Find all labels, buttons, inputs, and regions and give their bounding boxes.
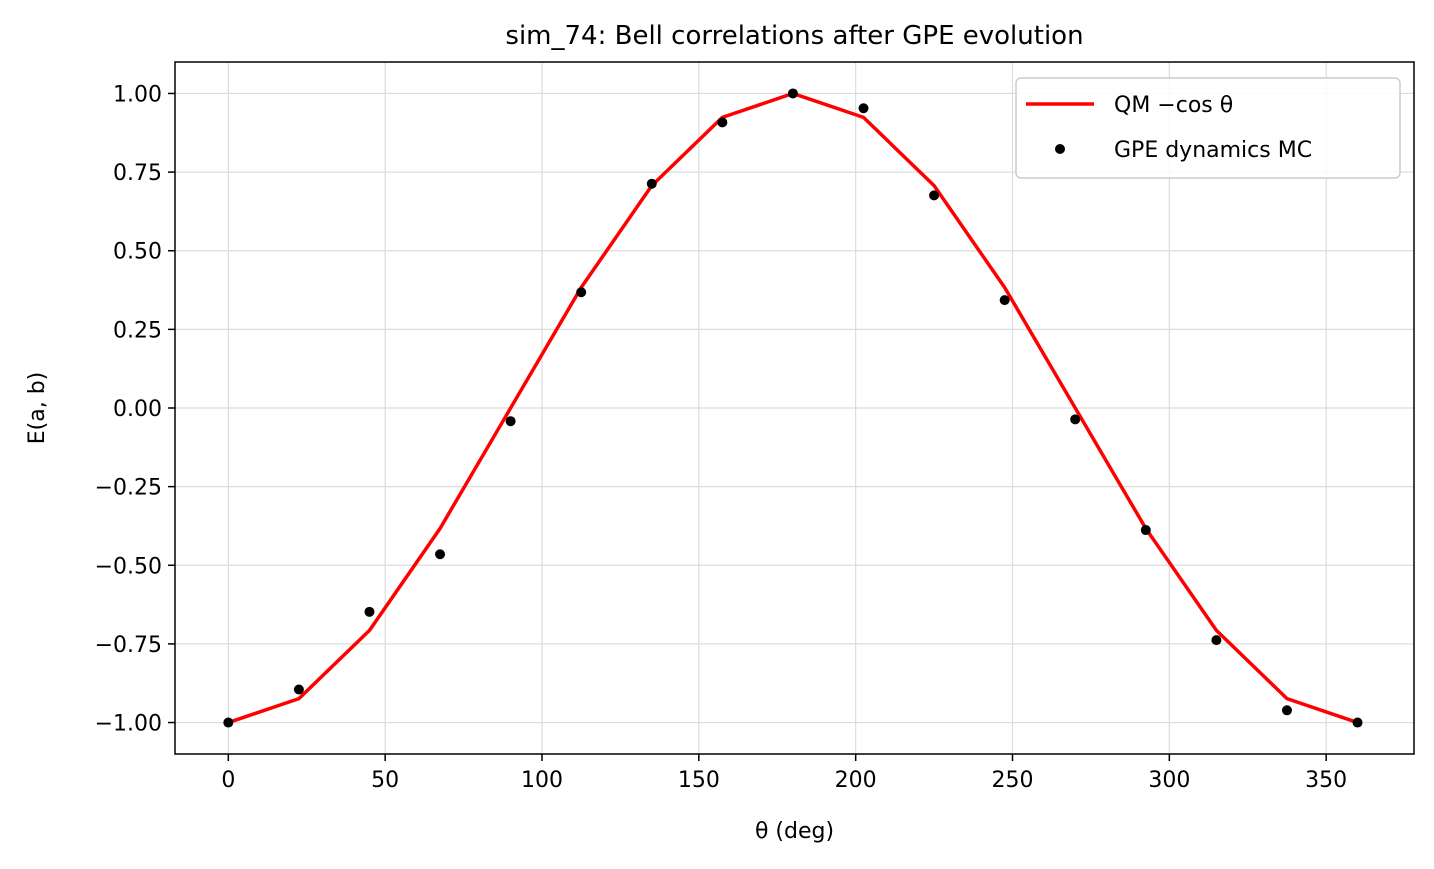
x-tick-label: 150 — [678, 768, 720, 793]
x-tick-label: 0 — [221, 768, 235, 793]
axis-ticks: 0 50 100 150 200 250 300 350 1.00 0.75 0.50 0.25 0.0… — [95, 82, 1348, 793]
gpe-mc-point — [717, 117, 728, 128]
y-tick-label: −0.25 — [95, 476, 162, 501]
y-tick-label: 0.50 — [113, 240, 162, 265]
y-tick-label: 0.75 — [113, 161, 162, 186]
y-axis-title: E(a, b) — [25, 372, 50, 445]
gpe-mc-point — [787, 88, 798, 99]
legend-label-qm: QM −cos θ — [1114, 93, 1233, 118]
gpe-mc-point — [364, 606, 375, 617]
gpe-mc-point — [223, 717, 234, 728]
legend-box — [1015, 77, 1401, 179]
x-tick-label: 200 — [835, 768, 877, 793]
gpe-mc-point — [929, 190, 940, 201]
x-tick-label: 250 — [992, 768, 1034, 793]
gpe-mc-point — [646, 178, 657, 189]
y-tick-label: −0.50 — [95, 554, 162, 579]
x-tick-label: 300 — [1148, 768, 1190, 793]
gpe-mc-point — [999, 295, 1010, 306]
chart-title: sim_74: Bell correlations after GPE evol… — [505, 21, 1083, 51]
gpe-mc-point — [1352, 717, 1363, 728]
legend: QM −cos θ GPE dynamics MC — [1015, 77, 1401, 179]
plot-series — [223, 88, 1363, 728]
gpe-mc-point — [858, 103, 869, 114]
gpe-mc-point — [576, 287, 587, 298]
gpe-mc-point — [1211, 635, 1222, 646]
x-tick-label: 100 — [521, 768, 563, 793]
gpe-mc-point — [1281, 705, 1292, 716]
gpe-mc-point — [1070, 414, 1081, 425]
x-tick-label: 50 — [371, 768, 399, 793]
gpe-mc-point — [293, 684, 304, 695]
x-tick-label: 350 — [1305, 768, 1347, 793]
gpe-mc-point — [1140, 525, 1151, 536]
y-tick-label: −1.00 — [95, 712, 162, 737]
gpe-mc-point — [505, 416, 516, 427]
legend-label-gpe: GPE dynamics MC — [1114, 138, 1312, 163]
legend-marker-swatch — [1055, 144, 1065, 154]
gpe-mc-point — [435, 549, 446, 560]
y-tick-label: 0.00 — [113, 397, 162, 422]
y-tick-label: 1.00 — [113, 82, 162, 107]
y-tick-label: −0.75 — [95, 633, 162, 658]
x-axis-title: θ (deg) — [755, 819, 834, 844]
y-tick-label: 0.25 — [113, 318, 162, 343]
